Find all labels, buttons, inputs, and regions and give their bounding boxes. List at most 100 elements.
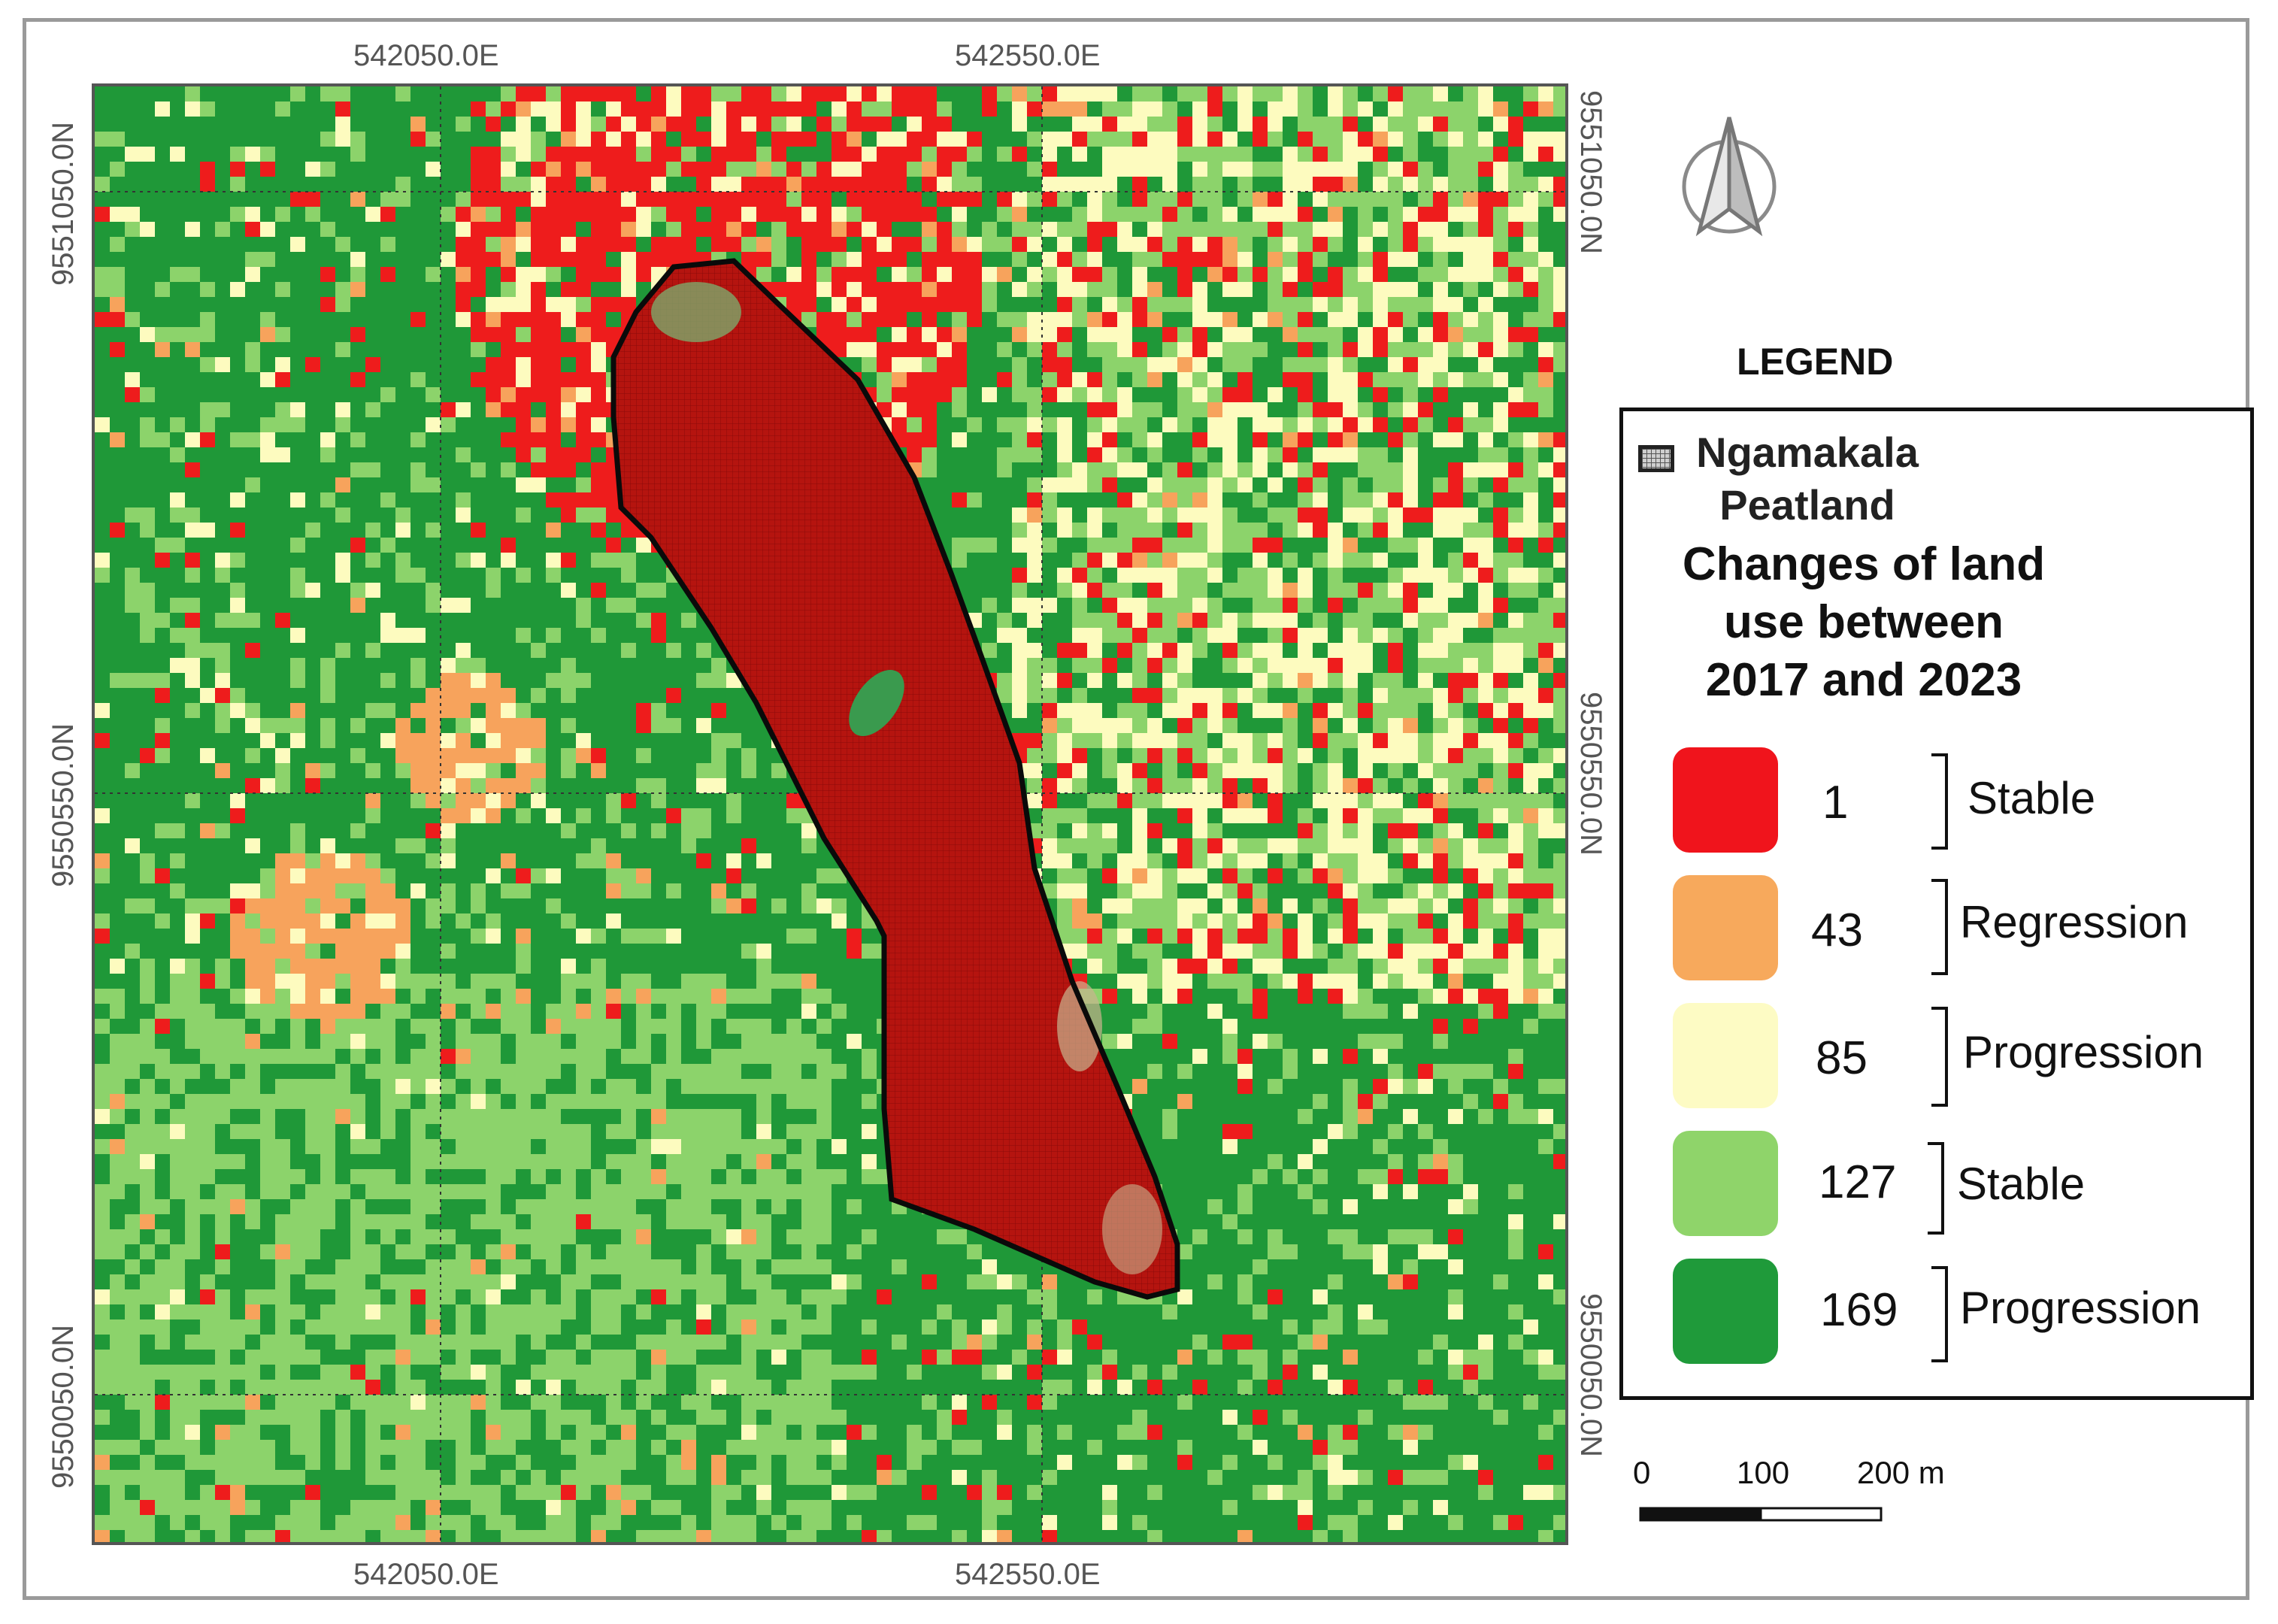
raster-cell: [1027, 86, 1042, 102]
raster-cell: [1328, 282, 1343, 297]
raster-cell: [456, 1425, 471, 1440]
raster-cell: [185, 1019, 200, 1034]
raster-cell: [410, 1395, 426, 1410]
raster-cell: [666, 1289, 681, 1304]
raster-cell: [95, 1410, 110, 1425]
raster-cell: [170, 1154, 185, 1169]
raster-cell: [501, 252, 516, 267]
raster-cell: [1403, 929, 1418, 944]
raster-cell: [1463, 86, 1478, 102]
raster-cell: [1102, 447, 1117, 462]
raster-cell: [1072, 929, 1087, 944]
raster-cell: [1012, 568, 1027, 583]
raster-cell: [1343, 1229, 1358, 1244]
raster-cell: [1478, 312, 1493, 327]
raster-cell: [606, 853, 621, 868]
raster-cell: [741, 748, 756, 763]
raster-cell: [1268, 914, 1283, 929]
raster-cell: [1538, 538, 1553, 553]
raster-cell: [862, 944, 877, 959]
raster-cell: [1463, 1064, 1478, 1079]
raster-cell: [832, 207, 847, 222]
raster-cell: [636, 778, 651, 793]
raster-cell: [967, 1440, 982, 1455]
raster-cell: [1162, 237, 1177, 252]
raster-cell: [711, 1004, 726, 1019]
raster-cell: [1298, 357, 1313, 372]
raster-cell: [1403, 898, 1418, 914]
raster-cell: [170, 1259, 185, 1274]
raster-cell: [410, 733, 426, 748]
raster-cell: [1553, 598, 1565, 613]
raster-cell: [1207, 1004, 1222, 1019]
raster-cell: [1117, 568, 1132, 583]
raster-cell: [621, 1094, 636, 1109]
raster-cell: [591, 959, 606, 974]
raster-cell: [365, 1320, 380, 1335]
raster-cell: [1478, 357, 1493, 372]
raster-cell: [606, 914, 621, 929]
raster-cell: [741, 1184, 756, 1199]
raster-cell: [862, 237, 877, 252]
raster-cell: [711, 1410, 726, 1425]
raster-cell: [982, 267, 997, 282]
raster-cell: [200, 1289, 215, 1304]
raster-cell: [426, 853, 441, 868]
raster-cell: [170, 147, 185, 162]
raster-cell: [486, 1365, 501, 1380]
raster-cell: [1268, 974, 1283, 989]
raster-cell: [410, 763, 426, 778]
raster-cell: [546, 898, 561, 914]
raster-cell: [606, 297, 621, 312]
raster-cell: [1478, 432, 1493, 447]
raster-cell: [200, 357, 215, 372]
raster-cell: [471, 778, 486, 793]
raster-cell: [1298, 944, 1313, 959]
raster-cell: [681, 162, 696, 177]
raster-cell: [1358, 703, 1373, 718]
raster-cell: [1298, 1485, 1313, 1500]
raster-cell: [967, 147, 982, 162]
raster-cell: [922, 282, 937, 297]
raster-cell: [501, 553, 516, 568]
raster-cell: [1418, 658, 1433, 673]
raster-cell: [681, 102, 696, 117]
raster-cell: [1328, 117, 1343, 132]
raster-cell: [907, 1365, 922, 1380]
raster-cell: [320, 267, 335, 282]
raster-cell: [982, 1274, 997, 1289]
raster-cell: [350, 1380, 365, 1395]
raster-cell: [636, 1335, 651, 1350]
raster-cell: [816, 1214, 832, 1229]
raster-cell: [591, 1184, 606, 1199]
raster-cell: [486, 357, 501, 372]
raster-cell: [125, 1064, 140, 1079]
raster-cell: [666, 929, 681, 944]
raster-cell: [1403, 1425, 1418, 1440]
raster-cell: [245, 342, 260, 357]
raster-cell: [1328, 147, 1343, 162]
raster-cell: [471, 462, 486, 477]
raster-cell: [516, 1229, 531, 1244]
raster-cell: [1192, 643, 1207, 658]
raster-cell: [1237, 86, 1253, 102]
raster-cell: [320, 1274, 335, 1289]
raster-cell: [185, 974, 200, 989]
raster-cell: [140, 1380, 155, 1395]
raster-cell: [907, 342, 922, 357]
raster-cell: [1463, 914, 1478, 929]
raster-cell: [1192, 1380, 1207, 1395]
land-use-change-map[interactable]: [92, 83, 1568, 1545]
raster-cell: [937, 162, 952, 177]
raster-cell: [531, 643, 546, 658]
raster-cell: [1207, 102, 1222, 117]
raster-cell: [380, 929, 395, 944]
raster-cell: [1253, 853, 1268, 868]
raster-cell: [606, 1410, 621, 1425]
raster-cell: [531, 132, 546, 147]
raster-cell: [621, 523, 636, 538]
raster-cell: [1268, 613, 1283, 628]
raster-cell: [1418, 1470, 1433, 1485]
raster-cell: [365, 703, 380, 718]
raster-cell: [1147, 868, 1162, 883]
